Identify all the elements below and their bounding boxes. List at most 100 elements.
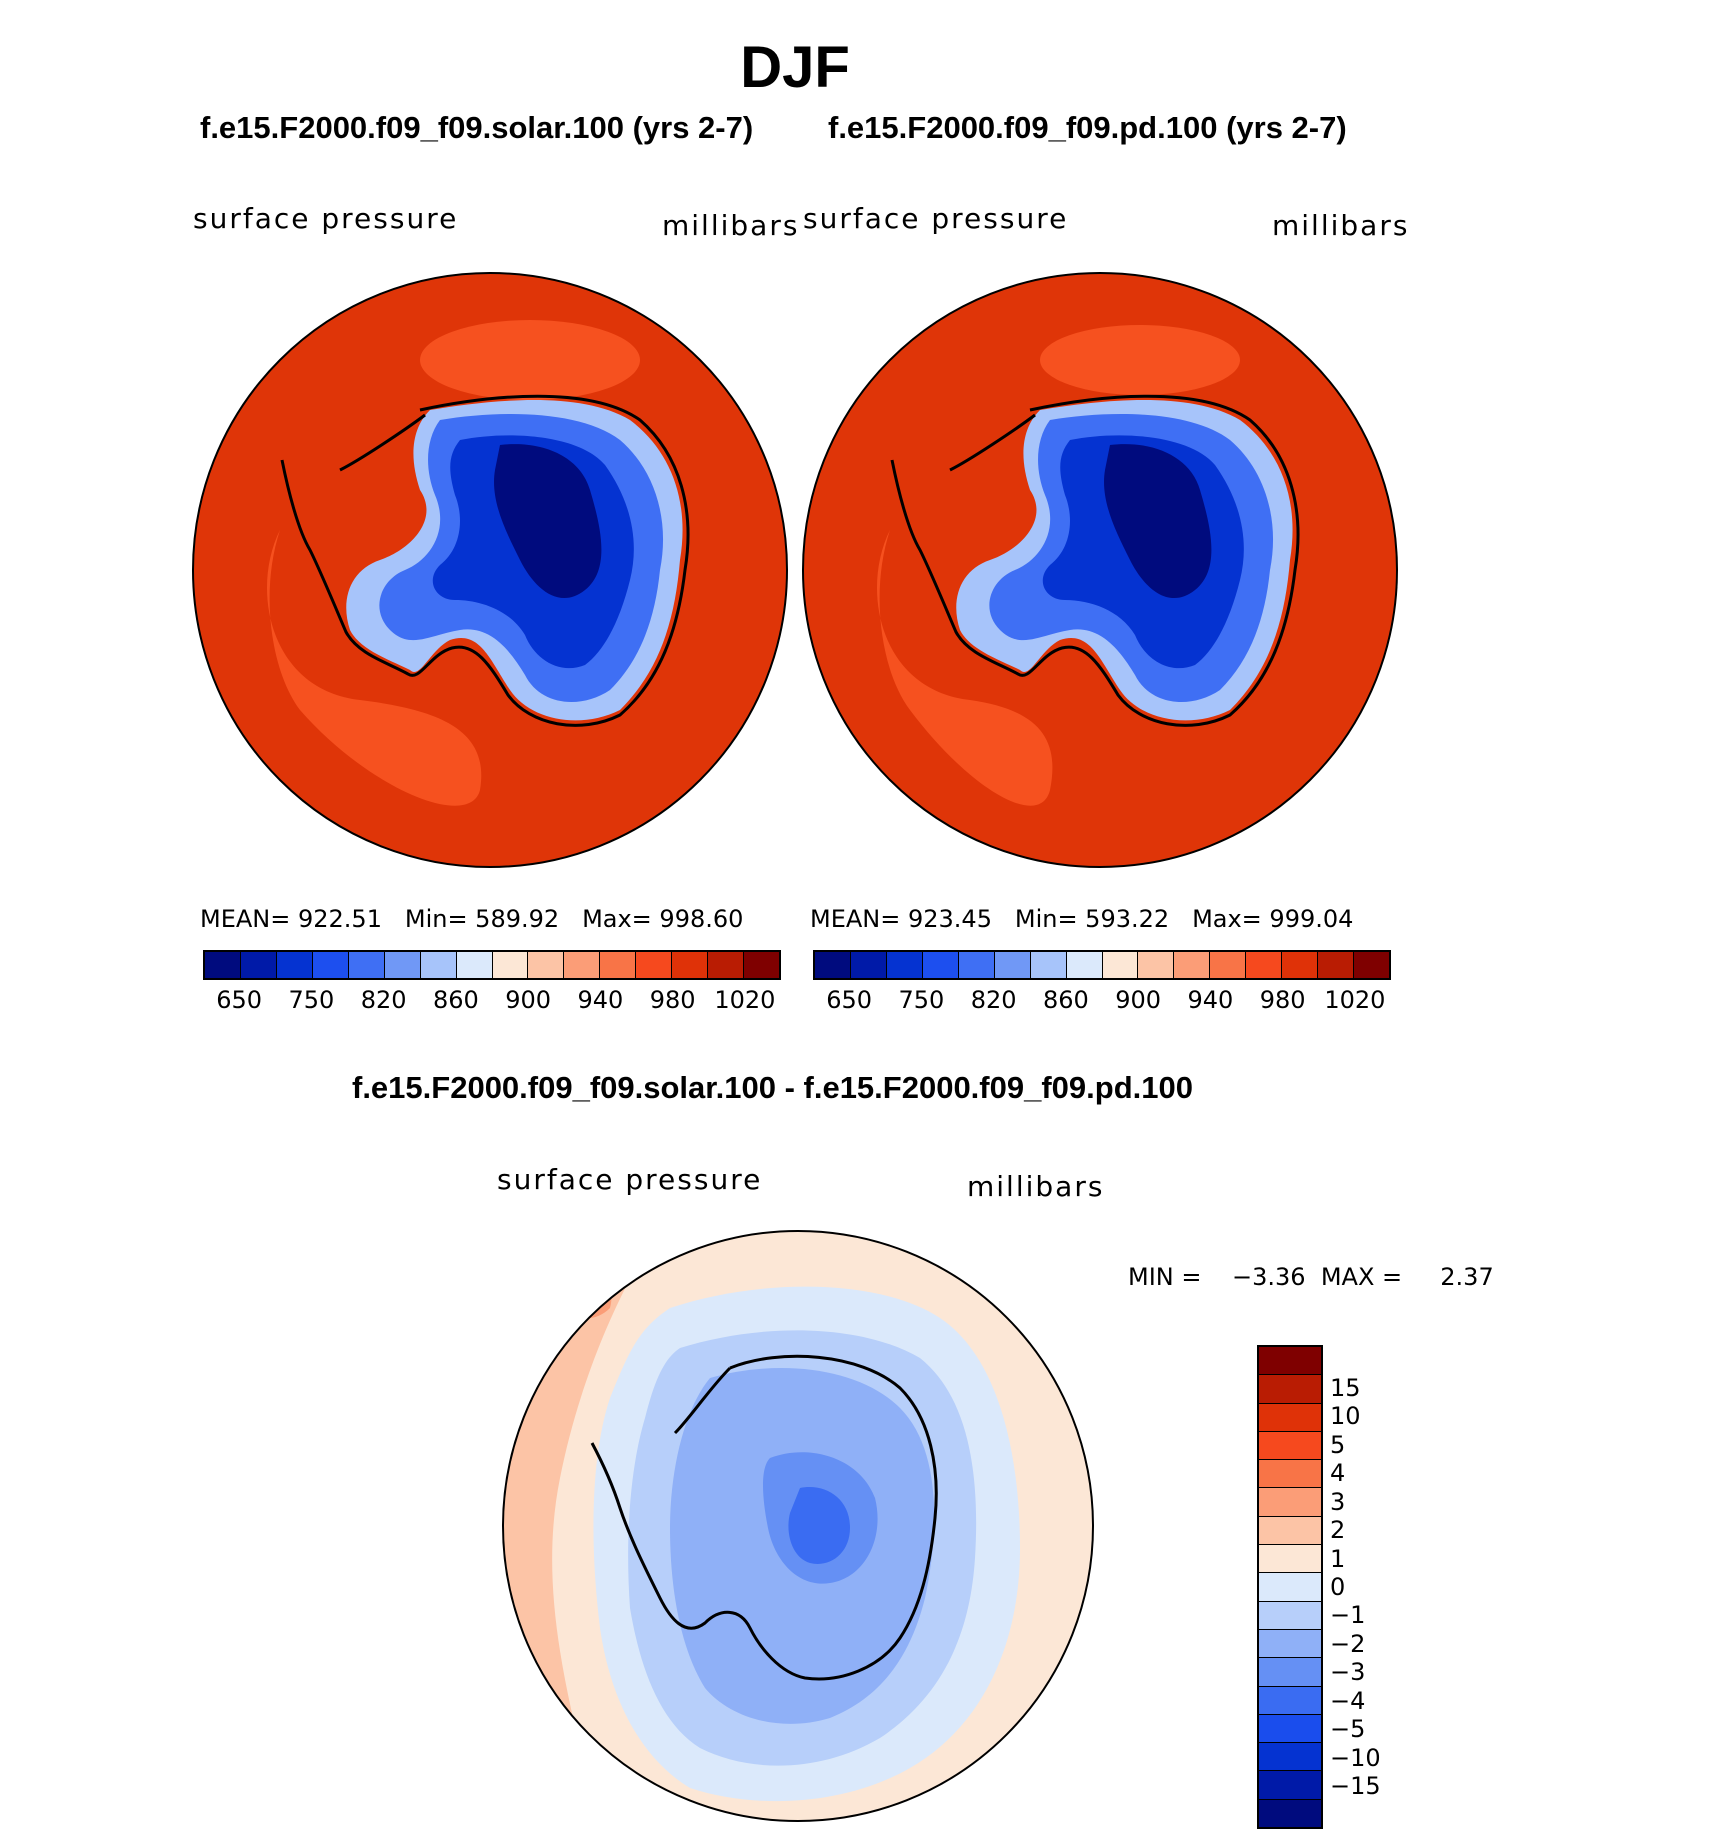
colorbar-swatch bbox=[455, 952, 492, 978]
colorbar-swatch bbox=[527, 952, 564, 978]
case-title-left: f.e15.F2000.f09_f09.solar.100 (yrs 2-7) bbox=[200, 110, 754, 145]
colorbar-swatch bbox=[491, 952, 528, 978]
low-pressure-region bbox=[266, 530, 482, 806]
colorbar-tick-label: 2 bbox=[1330, 1516, 1346, 1545]
low-pressure-region bbox=[876, 530, 1053, 806]
colorbar-tick-label: 1 bbox=[1330, 1544, 1346, 1573]
diff-stats: MIN = −3.36 MAX = 2.37 bbox=[1128, 1263, 1494, 1291]
map-frame bbox=[802, 272, 1398, 868]
colorbar-swatch bbox=[563, 952, 600, 978]
coastline bbox=[590, 1354, 938, 1681]
colorbar-tick-label: −15 bbox=[1330, 1772, 1381, 1801]
variable-label-right: surface pressure bbox=[803, 202, 1069, 235]
mean-left: MEAN= 922.51 bbox=[200, 905, 382, 933]
colorbar-tick-label: −10 bbox=[1330, 1743, 1381, 1772]
colorbar-swatch bbox=[1259, 1742, 1321, 1771]
colorbar-swatch bbox=[1029, 952, 1066, 978]
colorbar-left bbox=[203, 950, 781, 980]
colorbar-swatch bbox=[635, 952, 672, 978]
colorbar-swatch bbox=[311, 952, 348, 978]
colorbar-swatch bbox=[957, 952, 994, 978]
colorbar-tick-label: 650 bbox=[826, 986, 873, 1014]
colorbar-swatch bbox=[1259, 1544, 1321, 1573]
max-right: Max= 999.04 bbox=[1192, 905, 1354, 933]
units-label-right: millibars bbox=[1272, 209, 1410, 242]
colorbar-swatch bbox=[347, 952, 384, 978]
map-frame bbox=[192, 272, 788, 868]
colorbar-swatch bbox=[419, 952, 456, 978]
colorbar-swatch bbox=[599, 952, 636, 978]
colorbar-swatch bbox=[743, 952, 779, 978]
units-label-left: millibars bbox=[662, 209, 800, 242]
diff-max-value: 2.37 bbox=[1440, 1263, 1494, 1291]
colorbar-swatch bbox=[1259, 1713, 1321, 1743]
colorbar-swatch bbox=[1259, 1798, 1321, 1828]
colorbar-tick-label: 820 bbox=[970, 986, 1017, 1014]
colorbar-tick-label: 750 bbox=[288, 986, 335, 1014]
colorbar-swatch bbox=[1209, 952, 1246, 978]
colorbar-swatch bbox=[1259, 1515, 1321, 1545]
colorbar-tick-label: −1 bbox=[1330, 1601, 1366, 1630]
colorbar-swatch bbox=[1259, 1600, 1321, 1629]
colorbar-swatch bbox=[205, 952, 240, 978]
colorbar-swatch bbox=[1259, 1402, 1321, 1431]
colorbar-swatch bbox=[1173, 952, 1210, 978]
colorbar-swatch bbox=[993, 952, 1030, 978]
colorbar-swatch bbox=[707, 952, 744, 978]
high-latitude-lobe bbox=[420, 320, 640, 400]
colorbar-tick-label: 980 bbox=[1259, 986, 1306, 1014]
colorbar-tick-label: 3 bbox=[1330, 1487, 1346, 1516]
colorbar-swatch bbox=[239, 952, 276, 978]
colorbar-tick-label: 1020 bbox=[1324, 986, 1386, 1014]
colorbar-tick-label: −2 bbox=[1330, 1629, 1366, 1658]
colorbar-tick-label: 10 bbox=[1330, 1402, 1361, 1431]
min-right: Min= 593.22 bbox=[1014, 905, 1170, 933]
colorbar-swatch bbox=[1259, 1572, 1321, 1601]
colorbar-swatch bbox=[815, 952, 850, 978]
colorbar-swatch bbox=[1259, 1374, 1321, 1403]
high-latitude-lobe bbox=[1040, 325, 1240, 395]
colorbar-tick-label: 1020 bbox=[714, 986, 776, 1014]
diff-min-value: −3.36 bbox=[1232, 1263, 1306, 1291]
colorbar-tick-label: 820 bbox=[360, 986, 407, 1014]
difference-title: f.e15.F2000.f09_f09.solar.100 - f.e15.F2… bbox=[352, 1070, 1193, 1105]
ice-deep-region bbox=[1104, 444, 1212, 599]
colorbar-swatch bbox=[1101, 952, 1138, 978]
colorbar-swatch bbox=[1259, 1685, 1321, 1714]
colorbar-tick-label: 4 bbox=[1330, 1459, 1346, 1488]
colorbar-swatch bbox=[1281, 952, 1318, 978]
page-title: DJF bbox=[740, 35, 850, 100]
colorbar-swatch bbox=[1259, 1770, 1321, 1799]
variable-label-left: surface pressure bbox=[193, 202, 459, 235]
colorbar-swatch bbox=[1259, 1628, 1321, 1658]
colorbar-swatch bbox=[275, 952, 312, 978]
colorbar-tick-label: 0 bbox=[1330, 1573, 1346, 1601]
diff-min-label: MIN = bbox=[1128, 1263, 1202, 1291]
map-solar bbox=[192, 272, 788, 868]
colorbar-right bbox=[813, 950, 1391, 980]
colorbar-tick-label: 750 bbox=[898, 986, 945, 1014]
map-pd bbox=[802, 272, 1398, 868]
diff-max-label: MAX = bbox=[1320, 1263, 1403, 1291]
colorbar-swatch bbox=[1137, 952, 1174, 978]
colorbar-swatch bbox=[849, 952, 886, 978]
coastline bbox=[280, 394, 690, 727]
colorbar-tick-label: 940 bbox=[577, 986, 624, 1014]
colorbar-tick-label: 980 bbox=[649, 986, 696, 1014]
colorbar-tick-label: 940 bbox=[1187, 986, 1234, 1014]
colorbar-swatch bbox=[1259, 1657, 1321, 1686]
stats-right: MEAN= 923.45 Min= 593.22 Max= 999.04 bbox=[810, 905, 1353, 933]
mean-right: MEAN= 923.45 bbox=[810, 905, 992, 933]
colorbar-tick-label: 650 bbox=[216, 986, 263, 1014]
colorbar-tick-label: −5 bbox=[1330, 1715, 1366, 1744]
units-label-diff: millibars bbox=[967, 1170, 1105, 1203]
colorbar-swatch bbox=[671, 952, 708, 978]
variable-label-diff: surface pressure bbox=[497, 1163, 763, 1196]
map-frame bbox=[502, 1230, 1094, 1822]
colorbar-tick-label: −3 bbox=[1330, 1658, 1366, 1687]
colorbar-tick-label: 900 bbox=[1115, 986, 1162, 1014]
case-title-right: f.e15.F2000.f09_f09.pd.100 (yrs 2-7) bbox=[828, 110, 1347, 145]
colorbar-difference bbox=[1257, 1345, 1323, 1829]
colorbar-swatch bbox=[1259, 1487, 1321, 1516]
colorbar-tick-label: 5 bbox=[1330, 1430, 1346, 1459]
